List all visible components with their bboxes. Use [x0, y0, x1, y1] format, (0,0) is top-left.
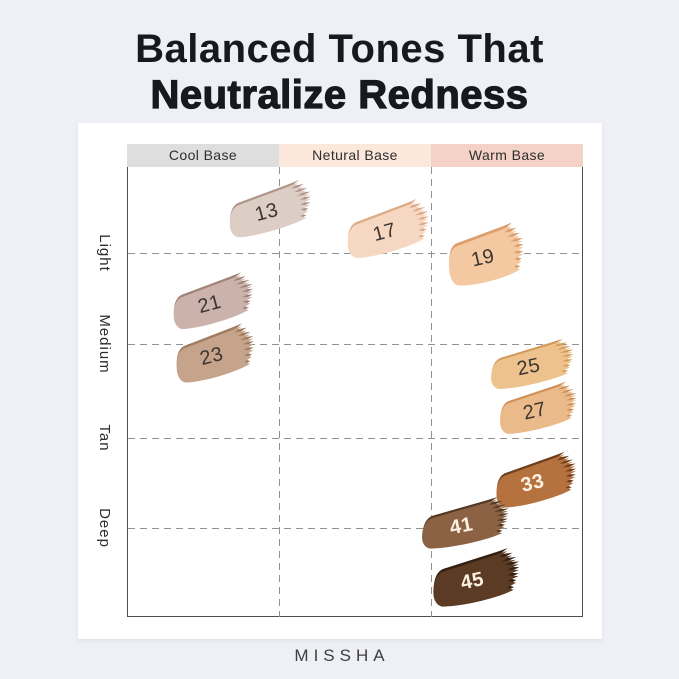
page-title: Balanced Tones That Neutralize Redness	[0, 26, 679, 118]
column-header: Netural Base	[279, 144, 431, 167]
grid-column-divider	[431, 167, 432, 617]
row-label-medium: Medium	[96, 314, 113, 374]
grid-row-line-medium	[128, 344, 584, 345]
shade-chart-card: Cool Base Netural Base Warm Base Light Medi…	[78, 123, 602, 639]
title-line-1: Balanced Tones That	[135, 27, 544, 71]
grid-row-line-deep	[128, 528, 584, 529]
column-header: Cool Base	[127, 144, 279, 167]
title-line-2: Neutralize Redness	[150, 72, 529, 117]
column-header: Warm Base	[431, 144, 583, 167]
row-label-tan: Tan	[96, 424, 113, 452]
shade-grid	[127, 167, 584, 617]
grid-column-divider	[279, 167, 280, 617]
column-headers: Cool Base Netural Base Warm Base	[127, 144, 583, 167]
row-label-light: Light	[96, 234, 113, 272]
row-label-deep: Deep	[96, 508, 113, 548]
grid-row-line-light	[128, 253, 584, 254]
grid-row-line-tan	[128, 438, 584, 439]
brand-logo: MISSHA	[294, 646, 390, 665]
